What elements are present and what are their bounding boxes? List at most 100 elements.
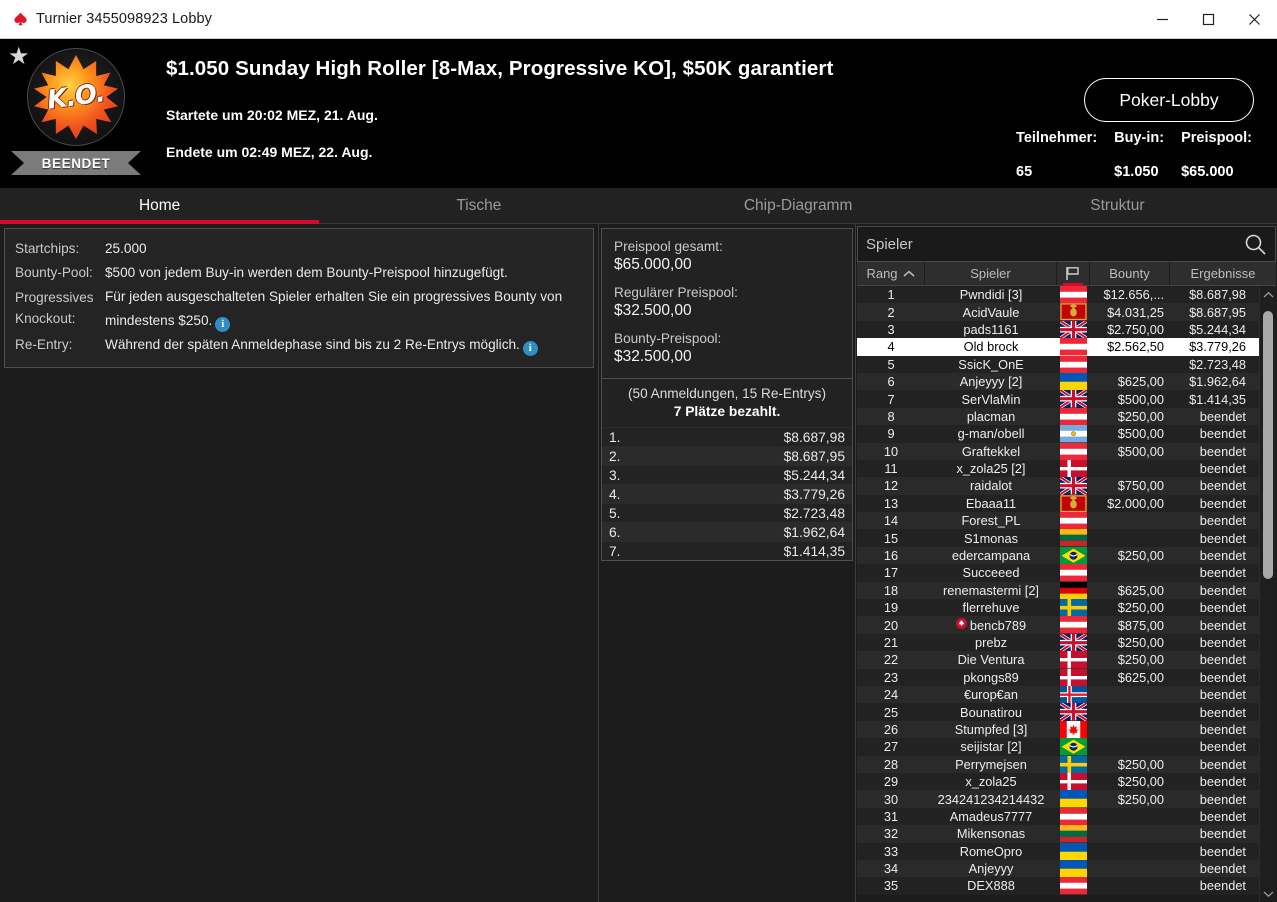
row-player-name-text: pads1161 [963,321,1019,337]
row-player-name: bencb789 [925,618,1057,633]
column-header-country[interactable] [1057,262,1090,286]
prizepool-summary: (50 Anmeldungen, 15 Re-Entrys) 7 Plätze … [602,379,852,427]
column-header-results[interactable]: Ergebnisse [1170,262,1276,285]
row-player-name-text: flerrehuve [962,600,1020,616]
tab-struktur[interactable]: Struktur [1090,196,1145,214]
row-rank: 29 [883,774,899,790]
table-row[interactable]: 13 Ebaaa11 $2.000,00 beendet [857,494,1276,513]
row-player-name-text: bencb789 [969,617,1027,633]
table-row[interactable]: 8 placman $250,00 beendet [857,407,1276,426]
table-row[interactable]: 20 bencb789 $875,00 beendet [857,616,1276,634]
table-row[interactable]: 7 SerVlaMin $500,00 $1.414,35 [857,390,1276,408]
lobby-content: Startchips: 25.000 Bounty-Pool: $500 von… [0,224,1277,902]
row-rank: 19 [883,600,899,616]
table-row[interactable]: 11 x_zola25 [2] beendet [857,459,1276,478]
row-player-name: prebz [925,635,1057,650]
table-row[interactable]: 26 Stumpfed [3] beendet [857,720,1276,739]
maximize-button[interactable] [1185,0,1231,39]
search-icon[interactable] [1243,232,1267,256]
tournament-header-main: $1.050 Sunday High Roller [8-Max, Progre… [152,39,1277,188]
table-row[interactable]: 24 €urop€an beendet [857,685,1276,704]
table-row[interactable]: 29 x_zola25 $250,00 beendet [857,772,1276,791]
row-player-name-text: 234241234214432 [937,791,1045,807]
table-row[interactable]: 12 raidalot $750,00 beendet [857,477,1276,495]
row-result: beendet [1199,756,1246,772]
row-result: beendet [1199,617,1246,633]
column-header-bounty[interactable]: Bounty [1090,262,1170,285]
table-row[interactable]: 31 Amadeus7777 beendet [857,807,1276,826]
row-player-name-text: Anjeyyy [968,861,1014,877]
minimize-button[interactable] [1139,0,1185,39]
row-player-name: pads1161 [925,322,1057,337]
scroll-down-arrow-icon[interactable] [1260,885,1277,902]
info-icon-reentry[interactable]: i [522,340,538,356]
row-player-name-text: Amadeus7777 [949,808,1033,824]
payout-list: 1. $8.687,98 2. $8.687,95 3. $5.244,34 4. $3… [602,427,852,560]
row-player-name-text: Stumpfed [3] [954,721,1028,737]
table-row[interactable]: 21 prebz $250,00 beendet [857,633,1276,652]
table-row[interactable]: 6 Anjeyyy [2] $625,00 $1.962,64 [857,372,1276,391]
row-country-flag-icon [1057,877,1090,895]
close-button[interactable] [1231,0,1277,39]
players-scrollbar[interactable] [1259,286,1276,902]
poker-lobby-button[interactable]: Poker-Lobby [1084,78,1254,122]
row-bounty: $250,00 [1117,635,1164,650]
column-header-player[interactable]: Spieler [925,262,1057,285]
table-row[interactable]: 10 Graftekkel $500,00 beendet [857,442,1276,460]
entries-line: (50 Anmeldungen, 15 Re-Entrys) [628,386,826,401]
table-row[interactable]: 1 Pwndidi [3] $12.656,... $8.687,98 [857,286,1276,304]
player-search-bar[interactable] [857,226,1276,262]
status-badge-label: BEENDET [41,155,111,171]
table-row[interactable]: 23 pkongs89 $625,00 beendet [857,668,1276,686]
row-country-flag-icon [1057,355,1090,373]
row-country-flag-icon [1057,616,1090,634]
scrollbar-thumb[interactable] [1263,311,1273,579]
table-row[interactable]: 35 DEX888 beendet [857,877,1276,895]
table-row[interactable]: 34 Anjeyyy beendet [857,859,1276,878]
table-row[interactable]: 18 renemastermi [2] $625,00 beendet [857,581,1276,600]
scrollbar-track[interactable] [1260,303,1276,885]
table-row[interactable]: 33 RomeOpro beendet [857,842,1276,860]
search-input[interactable] [866,235,1243,253]
table-row[interactable]: 19 flerrehuve $250,00 beendet [857,599,1276,617]
row-result: $1.962,64 [1189,374,1246,390]
table-row[interactable]: 3 pads1161 $2.750,00 $5.244,34 [857,320,1276,339]
row-rank: 6 [887,374,895,390]
favorite-star-icon[interactable]: ★ [8,43,30,70]
table-row[interactable]: 25 Bounatirou beendet [857,703,1276,721]
table-row[interactable]: 14 Forest_PL beendet [857,512,1276,530]
table-row[interactable]: 32 Mikensonas beendet [857,825,1276,843]
table-row[interactable]: 30 234241234214432 $250,00 beendet [857,790,1276,808]
row-player-name-text: x_zola25 [965,774,1017,790]
table-row[interactable]: 4 Old brock $2.562,50 $3.779,26 [857,338,1276,356]
table-row[interactable]: 5 SsicK_OnE $2.723,48 [857,355,1276,373]
tab-chip-diagramm[interactable]: Chip-Diagramm [743,196,853,214]
row-country-flag-icon [1057,494,1090,513]
table-row[interactable]: 27 seijistar [2] beendet [857,738,1276,756]
row-rank: 34 [883,861,899,877]
tab-home[interactable]: Home [0,188,320,224]
table-row[interactable]: 16 edercampana $250,00 beendet [857,546,1276,565]
payout-row: 3. $5.244,34 [602,465,852,484]
sort-ascending-icon [903,270,915,277]
column-header-rank[interactable]: Rang [857,262,925,285]
info-icon-pko[interactable]: i [215,316,231,332]
row-country-flag-icon [1057,477,1090,495]
row-result: beendet [1199,704,1246,720]
stat-buyin-value: $1.050 [1114,164,1159,180]
table-row[interactable]: 22 Die Ventura $250,00 beendet [857,651,1276,669]
table-row[interactable]: 28 Perrymejsen $250,00 beendet [857,755,1276,773]
row-player-name: Die Ventura [925,652,1057,667]
table-row[interactable]: 2 AcidVaule $4.031,25 $8.687,95 [857,303,1276,321]
row-country-flag-icon [1057,564,1090,582]
table-row[interactable]: 15 S1monas beendet [857,529,1276,547]
table-row[interactable]: 9 g-man/obell $500,00 beendet [857,425,1276,443]
row-player-name: Perrymejsen [925,757,1057,772]
row-player-name: Succeeed [925,565,1057,580]
row-result: beendet [1199,530,1246,546]
tournament-end-time: Endete um 02:49 MEZ, 22. Aug. [166,144,373,160]
table-row[interactable]: 17 Succeeed beendet [857,564,1276,582]
row-rank: 26 [883,721,899,737]
scroll-up-arrow-icon[interactable] [1260,286,1277,303]
tab-tische[interactable]: Tische [456,196,502,214]
